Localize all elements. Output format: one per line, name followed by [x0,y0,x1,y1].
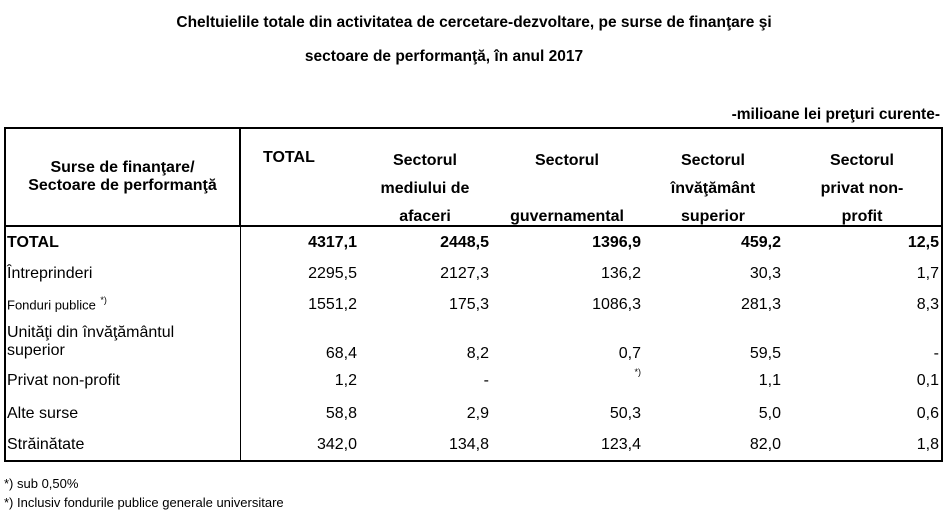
header-gov-l3: guvernamental [510,208,624,225]
cell: 1,1 [758,371,781,389]
cell: 8,2 [466,345,489,362]
header-higher-education: Sectorul învăţământ superior [643,127,783,227]
cell: 281,3 [740,295,781,313]
header-business: Sectorul mediului de afaceri [359,127,491,227]
table-title-line2: sectoare de performanţă, în anul 2017 [304,48,584,65]
footnote-marker: *) [100,294,107,305]
header-government: Sectorul guvernamental [491,127,643,227]
unit-label: -milioane lei preţuri curente- [731,106,940,123]
row-label: Privat non-profit [4,363,241,398]
header-gov-l2 [491,175,643,203]
header-sources: Surse de finanţare/ Sectoare de performa… [4,127,241,227]
table-row: Privat non-profit 1,2 - *) 1,1 0,1 [4,363,943,398]
row-label: TOTAL [4,226,241,258]
row-label: Străinătate [4,429,241,462]
cell: 1,8 [783,429,943,462]
cell: 30,3 [749,264,781,282]
cell: 0,1 [783,363,943,398]
header-he-l1: Sectorul [680,152,745,169]
table-row: TOTAL 4317,1 2448,5 1396,9 459,2 12,5 [4,226,943,258]
row-label: Întreprinderi [4,258,241,289]
cell: 1086,3 [592,295,641,313]
cell-footnote-marker: *) [634,367,642,377]
cell: 2,9 [466,404,489,422]
cell: 1,2 [334,371,357,389]
header-he-l2: învăţământ [670,180,756,197]
header-total: TOTAL [240,127,359,227]
row-label: Unităţi din învăţământul superior [4,320,241,363]
table-row: Fonduri publice *) 1551,2 175,3 1086,3 2… [4,289,943,320]
header-pnp-l1: Sectorul [829,152,894,169]
cell: 0,6 [783,398,943,429]
row-label-text: Fonduri publice [7,297,96,313]
cell: 12,5 [783,226,943,258]
row-label-line1: Unităţi din învăţământul [7,323,175,341]
row-label: Alte surse [4,398,241,429]
cell: 5,0 [758,404,781,422]
cell: 4317,1 [308,233,357,251]
table-row: Unităţi din învăţământul superior 68,4 8,… [4,320,943,363]
table-row: Străinătate 342,0 134,8 123,4 82,0 1,8 [4,429,943,462]
header-sources-line1: Surse de finanţare/ [50,159,195,176]
cell: 175,3 [448,295,489,313]
cell: 1396,9 [592,233,641,251]
header-business-l2: mediului de [380,180,470,197]
cell: 1,7 [783,258,943,289]
header-private-nonprofit: Sectorul privat non-profit [783,127,943,227]
cell: 342,0 [240,429,359,462]
header-pnp-l2: privat non- [820,180,904,197]
table-row: Întreprinderi 2295,5 2127,3 136,2 30,3 1… [4,258,943,289]
cell: 136,2 [600,264,641,282]
header-row: Surse de finanţare/ Sectoare de performa… [4,127,943,227]
cell: 59,5 [749,345,781,362]
cell: - [483,371,489,389]
cell: 123,4 [491,429,643,462]
footnote-2: *) Inclusiv fondurile publice generale u… [4,495,284,510]
cell: 82,0 [643,429,783,462]
cell: 134,8 [359,429,491,462]
footnote-1: *) sub 0,50% [4,476,79,491]
header-business-l3: afaceri [399,208,451,225]
header-business-l1: Sectorul [392,152,457,169]
cell: 0,7 [618,345,641,362]
row-label: Fonduri publice *) [4,289,241,320]
cell: 68,4 [325,345,357,362]
header-gov-l1: Sectorul [534,152,599,169]
row-label-line2: superior [7,341,65,359]
cell: 2295,5 [308,264,357,282]
header-he-l3: superior [680,208,745,225]
table-title-line1: Cheltuielile totale din activitatea de c… [176,14,772,31]
rd-expenditure-table: Surse de finanţare/ Sectoare de performa… [4,127,943,462]
cell: 8,3 [783,289,943,320]
cell: 459,2 [740,233,781,251]
cell: 2448,5 [440,233,489,251]
cell: 2127,3 [440,264,489,282]
cell: 58,8 [325,404,357,422]
cell: 50,3 [609,404,641,422]
header-pnp-l3: profit [841,208,883,225]
cell: 1551,2 [308,295,357,313]
cell: - [783,320,943,363]
table-row: Alte surse 58,8 2,9 50,3 5,0 0,6 [4,398,943,429]
header-sources-line2: Sectoare de performanţă [28,177,217,194]
